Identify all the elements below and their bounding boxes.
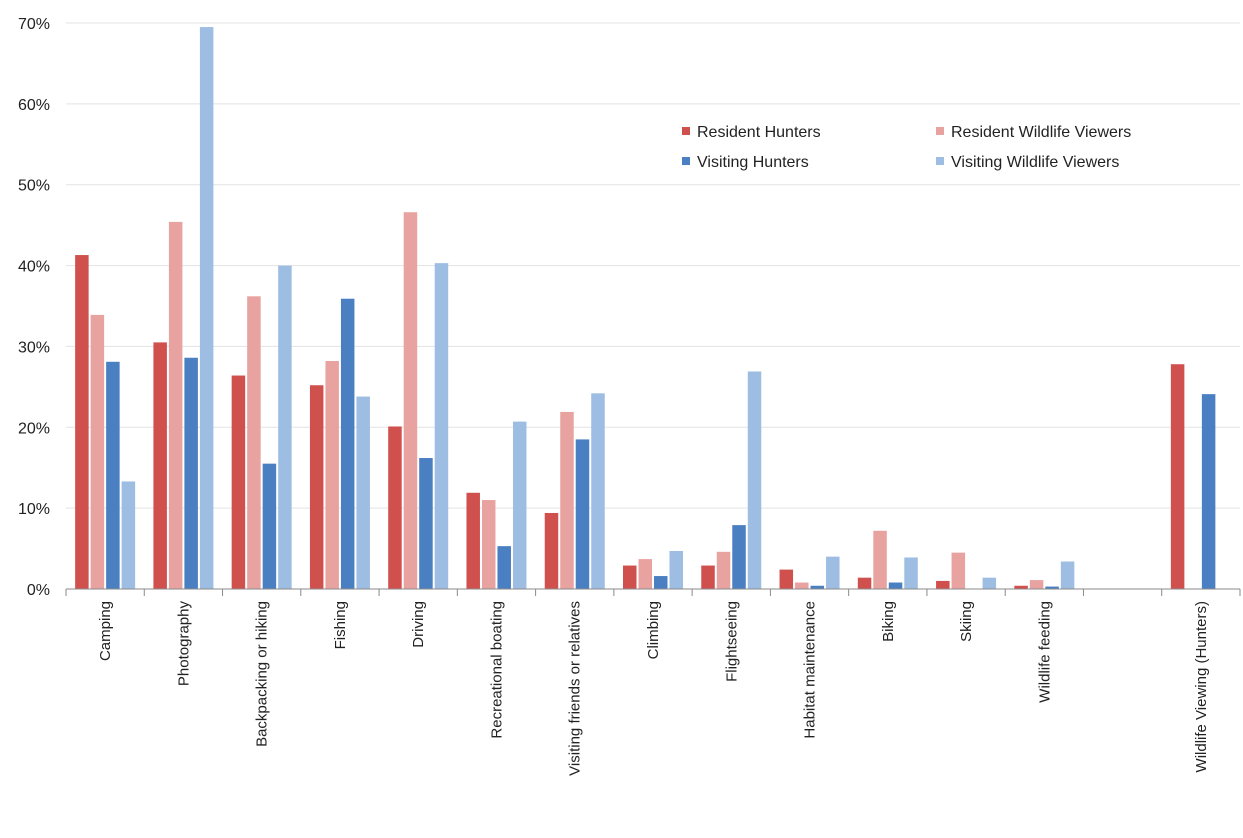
bar-resident-hunters [388, 426, 402, 589]
x-tick-label: Climbing [645, 601, 662, 659]
bar-visiting-hunters [888, 582, 903, 589]
legend-label: Resident Hunters [697, 124, 821, 141]
bar-visiting-hunters [654, 576, 668, 589]
bar-visiting-wildlife-viewers [669, 550, 683, 589]
legend-swatch [936, 157, 944, 165]
bar-visiting-wildlife-viewers [1060, 561, 1075, 589]
x-tick-label: Visiting friends or relatives [567, 601, 584, 776]
bar-resident-wildlife-viewers [716, 551, 731, 589]
bar-visiting-hunters [1201, 394, 1216, 589]
bar-resident-hunters [544, 512, 559, 589]
bar-resident-hunters [231, 375, 246, 589]
bar-resident-hunters [779, 569, 794, 589]
x-tick-label: Recreational boating [488, 601, 505, 739]
legend-label: Visiting Hunters [697, 154, 809, 171]
bar-resident-wildlife-viewers [560, 411, 574, 589]
bar-resident-hunters [466, 492, 480, 589]
bar-resident-hunters [623, 565, 637, 589]
bar-resident-hunters [153, 342, 167, 589]
bar-visiting-hunters [184, 357, 198, 589]
legend-swatch [682, 157, 690, 165]
legend-label: Visiting Wildlife Viewers [951, 154, 1119, 171]
x-tick-label: Photography [175, 601, 192, 687]
bar-resident-hunters [309, 385, 324, 589]
bar-visiting-hunters [1045, 586, 1059, 589]
y-tick-label: 70% [18, 16, 50, 33]
bar-visiting-wildlife-viewers [982, 577, 997, 589]
legend-label: Resident Wildlife Viewers [951, 124, 1131, 141]
bar-resident-wildlife-viewers [247, 296, 261, 589]
bars [75, 27, 1216, 590]
y-tick-label: 0% [27, 582, 50, 599]
bar-resident-wildlife-viewers [90, 314, 105, 589]
x-axis [65, 588, 1241, 596]
bar-visiting-wildlife-viewers [512, 421, 527, 589]
x-tick-label: Wildlife feeding [1036, 601, 1053, 703]
bar-resident-hunters [701, 565, 715, 589]
y-tick-label: 40% [18, 259, 50, 276]
bar-visiting-wildlife-viewers [904, 557, 918, 589]
bar-resident-wildlife-viewers [873, 530, 887, 589]
x-tick-label: Flightseeing [723, 601, 740, 682]
bar-visiting-hunters [106, 361, 120, 589]
bar-resident-wildlife-viewers [403, 212, 418, 589]
gridlines [66, 22, 1240, 509]
y-tick-label: 20% [18, 420, 50, 437]
bar-visiting-hunters [340, 298, 355, 589]
bar-visiting-wildlife-viewers [199, 27, 214, 590]
bar-visiting-wildlife-viewers [434, 263, 449, 589]
y-tick-label: 50% [18, 178, 50, 195]
x-tick-label: Habitat maintenance [802, 601, 819, 739]
bar-visiting-hunters [575, 439, 590, 589]
y-tick-label: 60% [18, 97, 50, 114]
bar-resident-hunters [1014, 585, 1028, 589]
x-tick-label: Driving [410, 601, 427, 648]
legend: Resident Hunters Resident Wildlife Viewer… [682, 124, 1131, 171]
x-tick-label: Camping [97, 601, 114, 661]
x-tick-label: Backpacking or hiking [254, 601, 271, 747]
x-tick-label: Fishing [332, 601, 349, 649]
x-tick-label: Skiing [958, 601, 975, 642]
bar-visiting-hunters [497, 546, 511, 589]
bar-resident-wildlife-viewers [325, 360, 339, 589]
bar-visiting-hunters [419, 458, 433, 589]
y-tick-label: 30% [18, 339, 50, 356]
x-tick-label: Biking [880, 601, 897, 642]
bar-visiting-hunters [262, 463, 277, 589]
bar-resident-hunters [75, 255, 89, 589]
bar-visiting-wildlife-viewers [356, 396, 370, 589]
x-tick-label: Wildlife Viewing (Hunters) [1193, 601, 1210, 772]
bar-resident-wildlife-viewers [1029, 580, 1044, 589]
legend-swatch [682, 127, 690, 135]
bar-visiting-wildlife-viewers [591, 393, 605, 589]
bar-visiting-hunters [810, 585, 825, 589]
bar-resident-wildlife-viewers [951, 552, 966, 589]
bar-visiting-wildlife-viewers [121, 481, 136, 589]
bar-resident-wildlife-viewers [795, 582, 809, 589]
y-axis-ticks: 0% 10% 20% 30% 40% 50% 60% 70% [18, 16, 50, 599]
bar-visiting-wildlife-viewers [278, 265, 292, 589]
bar-visiting-wildlife-viewers [747, 371, 762, 589]
bar-resident-hunters [1170, 364, 1185, 589]
x-axis-ticks: Camping Photography Backpacking or hiking F… [97, 601, 1210, 776]
bar-visiting-hunters [732, 525, 746, 589]
legend-swatch [936, 127, 944, 135]
bar-resident-wildlife-viewers [168, 221, 183, 589]
y-tick-label: 10% [18, 501, 50, 518]
bar-resident-wildlife-viewers [481, 500, 496, 589]
bar-resident-hunters [936, 580, 950, 589]
bar-resident-hunters [857, 577, 872, 589]
bar-resident-wildlife-viewers [638, 559, 652, 589]
bar-visiting-wildlife-viewers [826, 556, 840, 589]
